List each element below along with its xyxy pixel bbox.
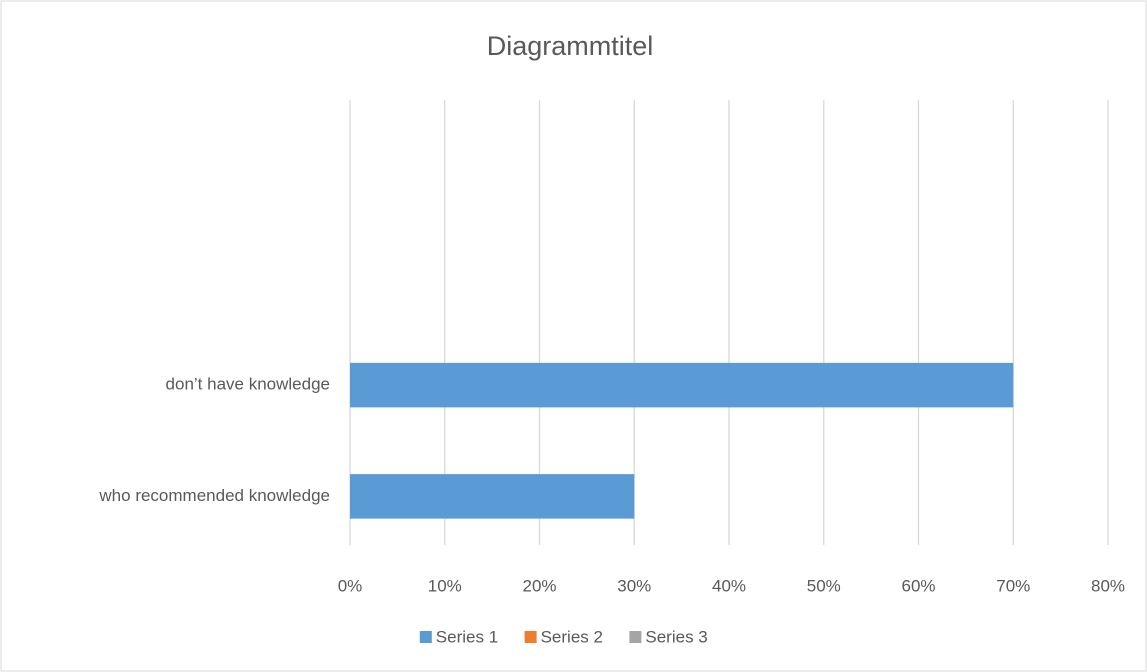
legend-label: Series 1 (436, 627, 498, 646)
x-tick-label: 50% (807, 576, 841, 595)
chart-title: Diagrammtitel (487, 31, 654, 61)
x-tick-label: 10% (428, 576, 462, 595)
legend-label: Series 3 (645, 627, 707, 646)
bar (350, 362, 1014, 408)
y-tick-label: don’t have knowledge (166, 375, 330, 394)
x-tick-label: 70% (996, 576, 1030, 595)
bar (350, 474, 635, 519)
x-tick-label: 80% (1091, 576, 1125, 595)
legend-swatch (629, 631, 642, 643)
y-tick-label: who recommended knowledge (98, 486, 330, 505)
x-tick-label: 20% (522, 576, 556, 595)
legend-swatch (524, 631, 537, 643)
legend-swatch (419, 631, 432, 643)
legend-label: Series 2 (541, 627, 603, 646)
x-tick-label: 40% (712, 576, 746, 595)
x-tick-label: 0% (338, 576, 363, 595)
x-tick-label: 30% (617, 576, 651, 595)
x-tick-label: 60% (901, 576, 935, 595)
